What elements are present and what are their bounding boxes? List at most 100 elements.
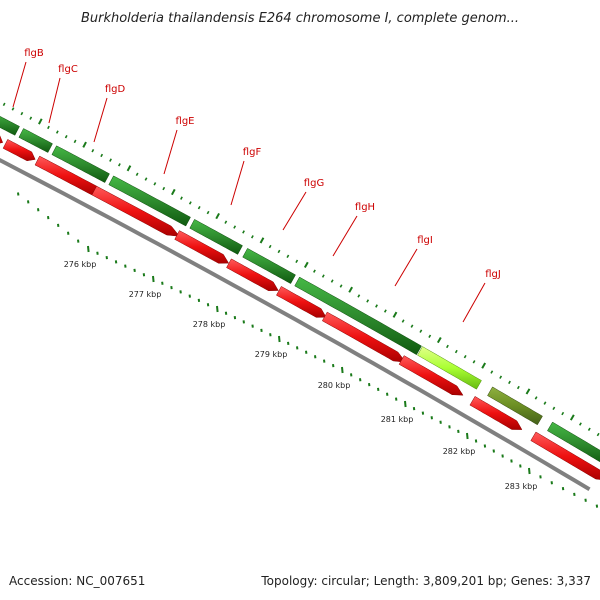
gene-label: flgD (105, 84, 126, 95)
cds-feature (226, 258, 279, 291)
cds-feature (2, 139, 36, 162)
scale-label: 276 kbp (64, 260, 97, 269)
outer-tick (11, 107, 15, 111)
outer-tick (91, 149, 95, 153)
outer-tick (561, 411, 565, 416)
outer-tick (587, 427, 591, 431)
outer-tick (144, 177, 148, 181)
gene-label-leader (93, 97, 108, 143)
olive-gene-feature (487, 386, 543, 426)
outer-tick (392, 311, 398, 318)
outer-tick (47, 125, 50, 130)
scale-tick (528, 467, 531, 475)
outer-tick (543, 401, 547, 405)
outer-tick (233, 225, 237, 229)
gene-label-leader (230, 160, 245, 206)
scale-tick (87, 245, 90, 253)
scale-label: 277 kbp (129, 290, 162, 299)
gene-feature (294, 276, 422, 356)
outer-tick (29, 116, 33, 120)
gene-feature (18, 128, 53, 153)
gene-label-leader (12, 61, 27, 108)
scale-label: 283 kbp (505, 482, 538, 491)
gene-feature (51, 145, 110, 183)
outer-tick (330, 279, 334, 283)
outer-tick (401, 319, 405, 323)
cds-feature (469, 396, 523, 430)
outer-tick (366, 299, 370, 303)
scale-label: 279 kbp (255, 350, 288, 359)
outer-tick (250, 235, 254, 239)
outer-tick (375, 304, 378, 308)
outer-tick (206, 210, 210, 215)
gene-feature (108, 175, 191, 227)
outer-tick (516, 385, 520, 390)
genome-summary-text: Topology: circular; Length: 3,809,201 bp… (261, 574, 591, 588)
outer-tick (20, 111, 24, 116)
cds-feature (321, 311, 407, 363)
outer-tick (428, 334, 432, 338)
outer-tick (215, 212, 220, 220)
gene-label: flgG (304, 178, 324, 189)
outer-tick (410, 324, 414, 328)
outer-tick (436, 336, 442, 344)
outer-tick (224, 220, 228, 224)
outer-tick (162, 186, 166, 191)
outer-tick (383, 309, 387, 313)
cds-feature (91, 185, 181, 237)
cds-feature (398, 355, 464, 396)
outer-tick (109, 158, 112, 162)
outer-tick (38, 118, 43, 125)
outer-tick (277, 249, 281, 254)
outer-tick (348, 286, 353, 293)
scale-tick (216, 305, 219, 313)
gene-label: flgE (176, 116, 195, 127)
outer-tick (82, 141, 87, 148)
gene-label-leader (332, 215, 358, 257)
outer-tick (55, 130, 59, 134)
gene-label-leader (48, 77, 61, 124)
outer-tick (534, 396, 538, 400)
outer-tick (419, 329, 423, 333)
gene-feature (0, 115, 20, 136)
outer-tick (463, 354, 467, 359)
outer-tick (135, 172, 139, 177)
outer-tick (525, 388, 531, 395)
outer-tick (481, 362, 487, 369)
scale-label: 278 kbp (193, 320, 226, 329)
gene-label-leader (462, 282, 486, 323)
outer-tick (303, 261, 309, 268)
outer-tick (73, 139, 77, 144)
gene-label: flgB (24, 48, 44, 59)
cds-feature (174, 230, 230, 264)
outer-tick (286, 254, 290, 259)
outer-tick (126, 165, 132, 172)
outer-tick (2, 102, 6, 107)
outer-tick (321, 274, 325, 278)
outer-tick (472, 360, 476, 364)
outer-tick (578, 422, 582, 426)
cds-feature (0, 135, 4, 144)
cds-feature (530, 431, 600, 480)
scale-label: 282 kbp (443, 447, 476, 456)
outer-tick (569, 414, 575, 421)
scale-tick (404, 400, 407, 408)
outer-tick (153, 182, 157, 186)
outer-tick (339, 284, 343, 288)
outer-tick (100, 153, 104, 158)
outer-tick (180, 196, 183, 200)
outer-tick (171, 188, 176, 196)
outer-tick (242, 230, 245, 234)
scale-label: 280 kbp (318, 381, 351, 390)
outer-tick (499, 375, 503, 379)
outer-tick (64, 135, 68, 139)
scale-tick (466, 432, 469, 440)
backbone-line (0, 157, 591, 492)
outer-tick (490, 370, 494, 374)
outer-tick (446, 344, 449, 349)
accession-text: Accession: NC_007651 (9, 574, 146, 588)
outer-tick (259, 237, 265, 244)
cds-feature (276, 286, 327, 318)
scale-tick (278, 335, 281, 343)
